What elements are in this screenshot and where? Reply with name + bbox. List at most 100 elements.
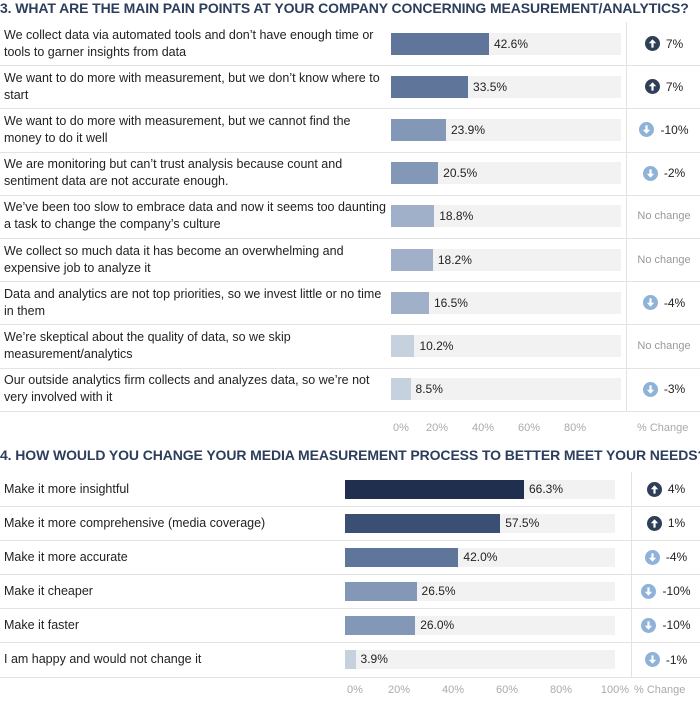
category-label: Data and analytics are not top prioritie… (4, 286, 382, 318)
bar (391, 291, 429, 314)
change-cell: -4% (632, 540, 700, 574)
bar-track: 23.9% (391, 118, 621, 141)
change-cell: -10% (632, 608, 700, 642)
chart-row: Make it more insightful 66.3% 4% (0, 472, 700, 508)
change-value: -10% (662, 584, 691, 599)
arrow-up-glyph (648, 39, 657, 48)
category-label: Make it cheaper (4, 583, 93, 598)
change-value: No change (637, 253, 691, 266)
arrow-down-circle-icon (641, 617, 657, 633)
bar (345, 581, 417, 601)
arrow-down-circle-icon (642, 381, 658, 397)
chart-row: Make it faster 26.0% -10% (0, 608, 700, 644)
chart-row: Make it more accurate 42.0% -4% (0, 540, 700, 576)
bar (345, 547, 459, 567)
bar-track: 33.5% (391, 75, 621, 98)
bar-track: 42.6% (391, 32, 621, 55)
arrow-up-circle-icon (646, 481, 662, 497)
bar (391, 378, 411, 401)
arrow-up-glyph (648, 82, 657, 91)
bar-track: 18.8% (391, 205, 621, 228)
bar (391, 248, 433, 271)
change-value: 7% (665, 36, 684, 51)
category-label: We are monitoring but can’t trust analys… (4, 157, 343, 189)
change-value: No change (637, 339, 691, 352)
bar-value-label: 18.8% (439, 209, 474, 224)
bar-track: 26.5% (345, 581, 615, 601)
category-label: We want to do more with measurement, but… (4, 70, 380, 102)
change-cell: -2% (628, 152, 700, 195)
change-column-label: % Change (634, 684, 686, 696)
bar-track: 42.0% (345, 547, 615, 567)
change-value: -1% (665, 652, 688, 667)
x-tick-label: 80% (563, 422, 587, 434)
change-cell: -10% (632, 574, 700, 608)
bar-track: 57.5% (345, 513, 615, 533)
bar (391, 162, 439, 185)
x-tick-label: 40% (471, 422, 495, 434)
change-cell: -1% (632, 643, 700, 677)
arrow-down-circle-icon (642, 165, 658, 181)
change-cell: -3% (628, 368, 700, 411)
x-tick-label: 60% (517, 422, 541, 434)
bar (391, 118, 446, 141)
chart-row: Our outside analytics firm collects and … (0, 368, 700, 412)
bar-value-label: 42.6% (493, 36, 528, 51)
bar-track: 10.2% (391, 334, 621, 357)
change-column-label: % Change (637, 422, 689, 434)
change-cell: -4% (628, 281, 700, 324)
chart-row: We’re skeptical about the quality of dat… (0, 324, 700, 369)
category-label: We want to do more with measurement, but… (4, 113, 351, 145)
change-value: -10% (662, 618, 691, 633)
category-label: We collect data via automated tools and … (4, 27, 374, 59)
chart-row: We are monitoring but can’t trust analys… (0, 152, 700, 196)
x-tick-label: 20% (425, 422, 449, 434)
category-label: Make it more comprehensive (media covera… (4, 515, 266, 530)
arrow-up-glyph (650, 518, 659, 528)
arrow-down-glyph (645, 587, 653, 596)
bar (345, 615, 416, 635)
bar-value-label: 42.0% (463, 549, 498, 564)
bar (391, 32, 489, 55)
bar-value-label: 33.5% (473, 79, 508, 94)
category-label: We’ve been too slow to embrace data and … (4, 200, 386, 232)
arrow-down-glyph (643, 125, 651, 135)
change-value: -2% (663, 166, 686, 181)
change-value: No change (637, 210, 691, 223)
category-label: We’re skeptical about the quality of dat… (4, 329, 291, 361)
change-cell: 7% (628, 65, 700, 108)
category-label: Our outside analytics firm collects and … (4, 373, 370, 405)
change-cell: 7% (628, 22, 700, 65)
bar-track: 18.2% (391, 248, 621, 271)
change-value: -3% (663, 382, 686, 397)
category-label: I am happy and would not change it (4, 652, 202, 667)
bar-value-label: 26.0% (420, 617, 455, 632)
arrow-down-glyph (648, 655, 657, 664)
chart-title: 3. WHAT ARE THE MAIN PAIN POINTS AT YOUR… (0, 0, 689, 16)
change-cell: No change (628, 195, 700, 238)
x-tick-label: 100% (600, 684, 630, 696)
bar-track: 8.5% (391, 378, 621, 401)
arrow-down-circle-icon (644, 652, 660, 668)
chart-row: I am happy and would not change it 3.9% -1… (0, 643, 700, 678)
arrow-up-circle-icon (646, 515, 662, 531)
change-cell: -10% (628, 108, 700, 151)
bar (391, 75, 469, 98)
arrow-up-circle-icon (644, 79, 660, 95)
arrow-down-circle-icon (639, 122, 655, 138)
arrow-up-circle-icon (644, 36, 660, 52)
change-value: 4% (667, 482, 686, 497)
bar (345, 513, 501, 533)
category-label: We collect so much data it has become an… (4, 243, 344, 275)
arrow-down-circle-icon (641, 583, 657, 599)
bar-value-label: 8.5% (415, 382, 443, 397)
arrow-up-glyph (650, 484, 659, 494)
bar (391, 334, 415, 357)
arrow-down-glyph (646, 298, 655, 308)
x-tick-label: 60% (495, 684, 519, 696)
bar-track: 26.0% (345, 615, 615, 635)
change-column-divider (626, 22, 627, 411)
change-cell: 1% (632, 506, 700, 540)
arrow-down-glyph (646, 385, 655, 394)
change-cell: 4% (632, 472, 700, 506)
